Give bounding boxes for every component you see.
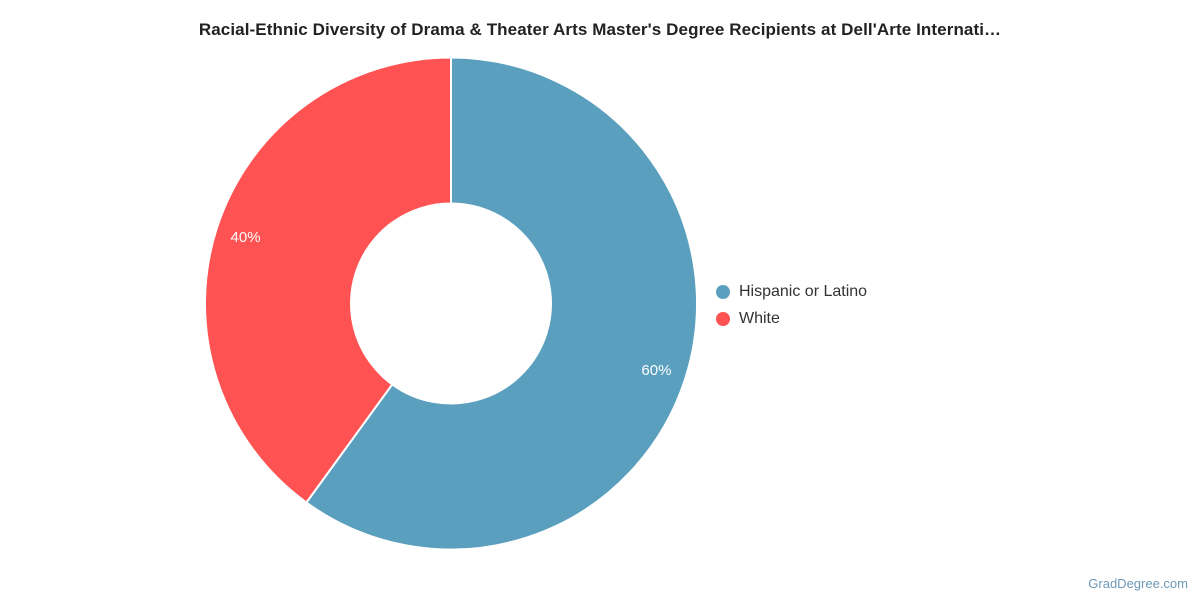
watermark-link[interactable]: GradDegree.com [1088,576,1188,591]
pie-slice-white[interactable] [204,56,452,504]
legend: Hispanic or Latino White [716,278,867,332]
legend-item-label: Hispanic or Latino [739,282,868,300]
chart-title: Racial-Ethnic Diversity of Drama & Theat… [198,20,1002,39]
slice-label: 40% [231,229,261,246]
slice-label: 60% [641,362,671,379]
pie-slice-hispanic-or-latino[interactable] [305,56,698,551]
legend-item-hispanic-or-latino[interactable]: Hispanic or Latino [716,278,867,305]
legend-marker-icon [716,284,730,299]
legend-item-label: White [739,309,780,327]
legend-marker-icon [716,311,730,326]
legend-item-white[interactable]: White [716,305,867,332]
